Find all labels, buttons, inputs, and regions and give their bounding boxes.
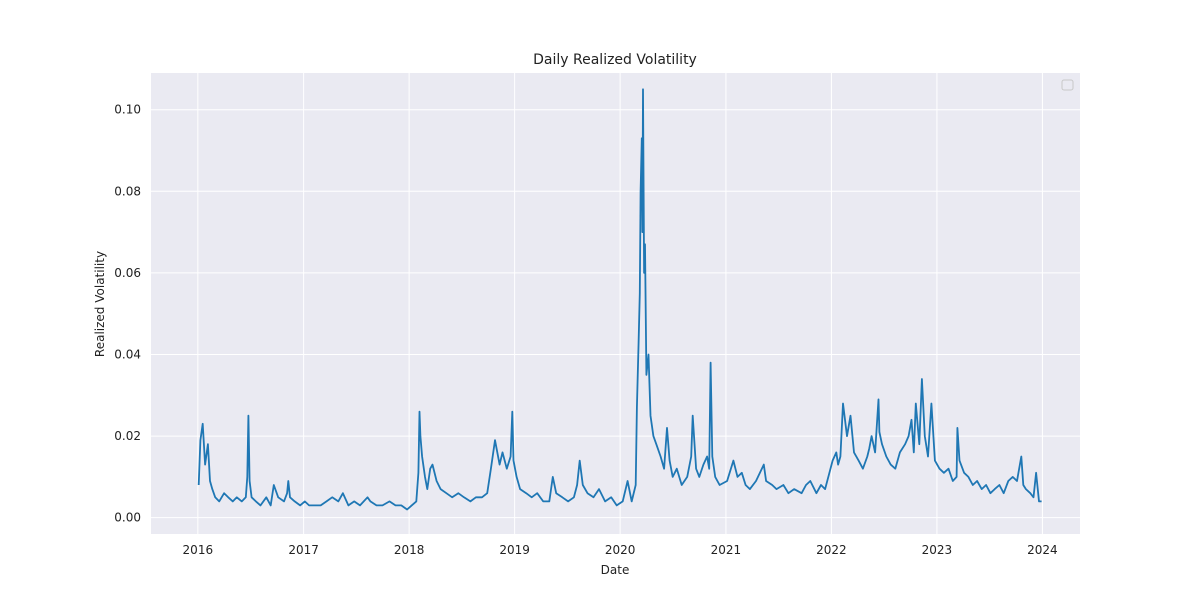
x-tick-label: 2016 [183,543,214,557]
y-tick-label: 0.02 [114,429,141,443]
x-tick-label: 2023 [922,543,953,557]
x-tick-label: 2019 [499,543,530,557]
y-tick-label: 0.06 [114,266,141,280]
y-tick-label: 0.08 [114,184,141,198]
legend-box [1061,79,1074,91]
x-tick-label: 2017 [288,543,319,557]
x-tick-label: 2021 [711,543,742,557]
x-gridlines [197,73,1043,534]
x-tick-label: 2018 [394,543,425,557]
y-tick-label: 0.04 [114,347,141,361]
plot-area [151,73,1080,534]
chart-title: Daily Realized Volatility [533,52,697,68]
x-tick-label: 2022 [816,543,847,557]
x-tick-label: 2024 [1027,543,1058,557]
y-tick-label: 0.00 [114,511,141,525]
y-axis-title: Realized Volatility [93,251,107,357]
x-axis-title: Date [601,563,630,577]
y-tick-labels: 0.00 0.02 0.04 0.06 0.08 0.10 [114,103,141,525]
y-gridlines [151,109,1080,519]
series-line [197,88,1042,511]
x-tick-labels: 2016 2017 2018 2019 2020 2021 2022 2023 2024 [183,543,1058,557]
x-tick-label: 2020 [605,543,636,557]
y-tick-label: 0.10 [114,103,141,117]
series-group [197,88,1042,511]
